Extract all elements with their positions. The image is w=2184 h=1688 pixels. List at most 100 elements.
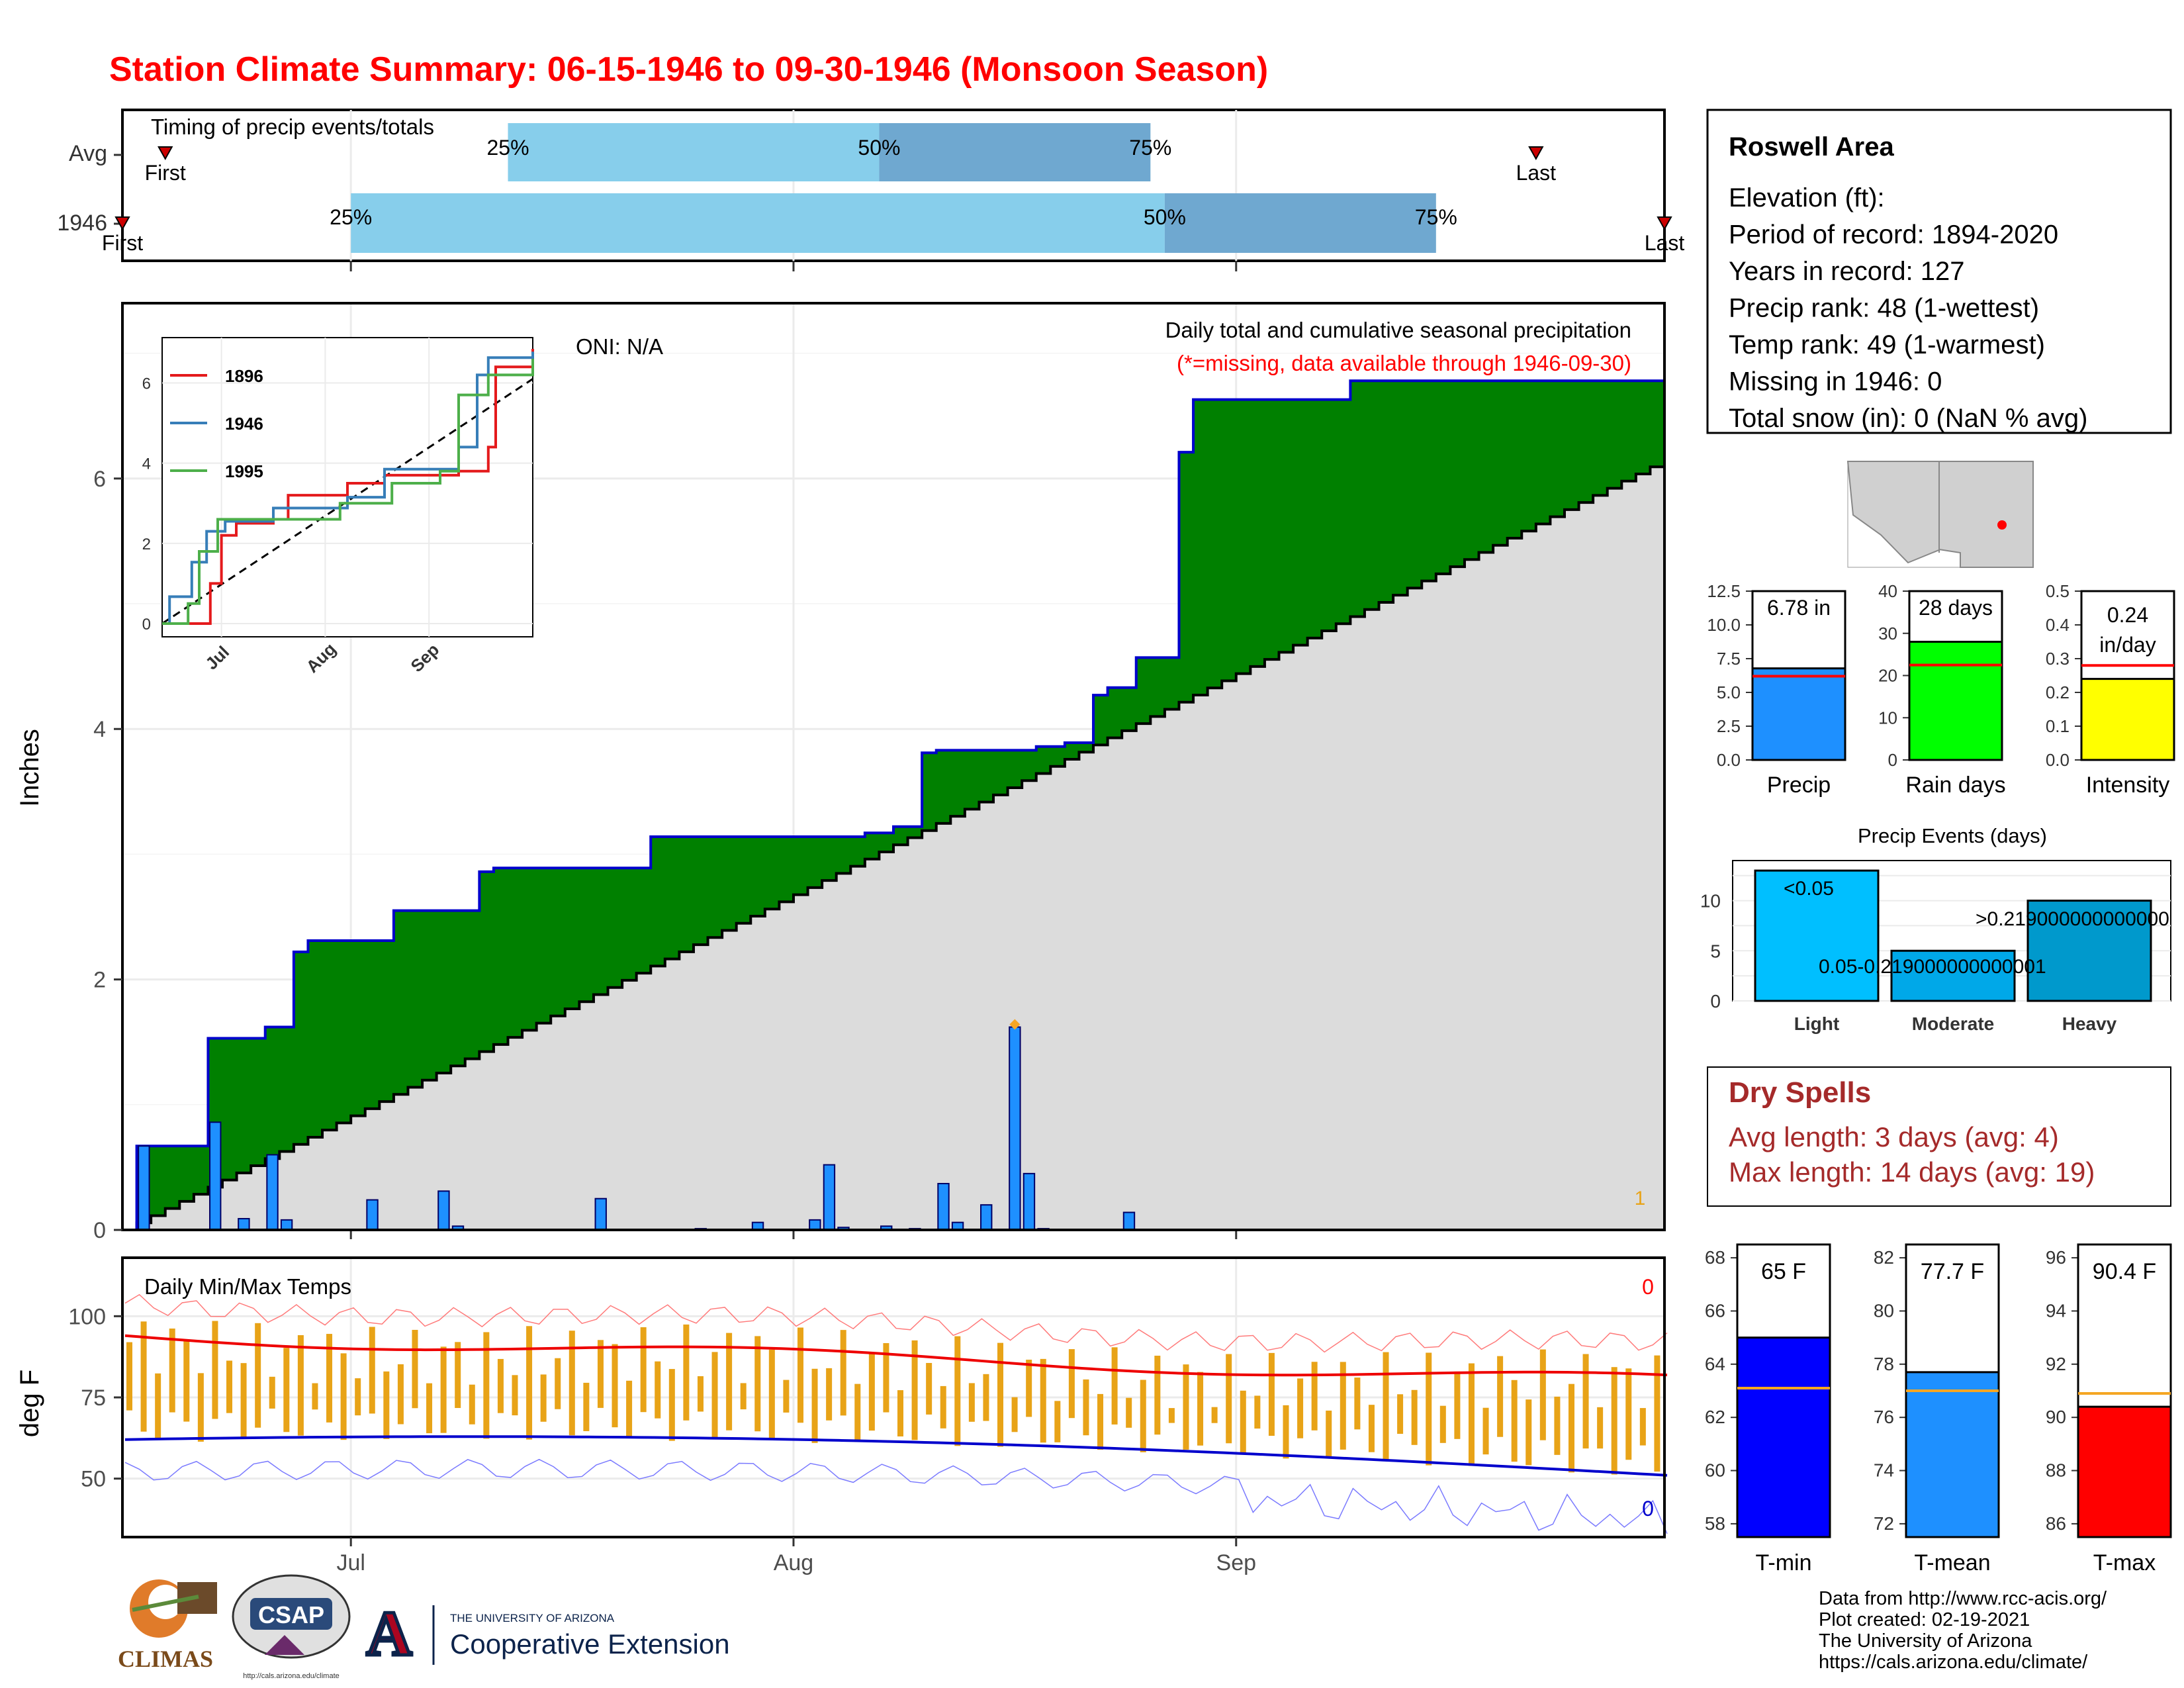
average-cumulative-fill [1279, 652, 1294, 1230]
average-cumulative-fill [151, 1215, 166, 1230]
station-location-dot [1997, 520, 2007, 530]
daily-temp-range-bar [226, 1360, 233, 1413]
average-cumulative-fill [922, 830, 937, 1230]
dry-spells-max-line: Max length: 14 days (avg: 19) [1729, 1156, 2095, 1188]
daily-temp-range-bar [455, 1342, 461, 1409]
daily-temp-range-bar [1254, 1395, 1261, 1429]
events-category-label: Light [1794, 1013, 1839, 1034]
inset-y-tick-label: 2 [142, 536, 151, 553]
above-average-fill [836, 836, 851, 874]
events-y-tick-label: 0 [1710, 991, 1721, 1011]
footer-line: Data from http://www.rcc-acis.org/ [1819, 1588, 2107, 1609]
average-cumulative-line [122, 459, 1666, 1231]
above-average-fill [551, 868, 566, 1016]
average-cumulative-fill [1307, 637, 1322, 1230]
daily-temp-range-bar [1568, 1383, 1574, 1473]
temp-bar-y-tick-label: 64 [1705, 1354, 1725, 1374]
temp-bar-y-tick-label: 78 [1874, 1354, 1894, 1374]
mini-bar-y-tick-label: 0 [1888, 750, 1897, 770]
temp-panel-title: Daily Min/Max Temps [144, 1274, 351, 1299]
station-info-line: Elevation (ft): [1729, 183, 1885, 212]
daily-temp-range-bar [1525, 1399, 1532, 1466]
average-cumulative-fill [593, 994, 609, 1230]
above-average-fill [1207, 399, 1222, 688]
temp-bar-label: T-max [2093, 1550, 2156, 1575]
daily-temp-range-bar [726, 1333, 733, 1430]
average-cumulative-fill [1507, 538, 1522, 1231]
daily-temp-range-bar [1439, 1405, 1446, 1443]
average-cumulative-fill [950, 816, 966, 1230]
events-y-tick-label: 10 [1700, 891, 1721, 912]
timing-q75-label: 75% [1129, 136, 1171, 160]
inset-y-tick-label: 6 [142, 375, 151, 393]
above-average-fill [293, 952, 308, 1145]
daily-temp-range-bar [968, 1383, 975, 1422]
station-info-box: Roswell Area Elevation (ft): Period of re… [1706, 109, 2172, 434]
above-average-fill [850, 836, 866, 867]
daily-temp-range-bar [1411, 1389, 1418, 1445]
temp-bar-y-tick-label: 66 [1705, 1300, 1725, 1321]
above-average-fill [922, 753, 937, 831]
mini-bar-y-tick-label: 30 [1878, 624, 1897, 643]
above-average-fill [1507, 381, 1522, 538]
daily-temp-range-bar [1482, 1407, 1489, 1455]
first-event-marker [158, 146, 173, 161]
above-average-fill [651, 836, 666, 966]
footer-credits: Data from http://www.rcc-acis.org/ Plot … [1819, 1588, 2107, 1673]
mini-bar-y-tick-label: 12.5 [1707, 581, 1741, 601]
temp-bar-y-tick-label: 58 [1705, 1513, 1725, 1534]
above-average-fill [1036, 746, 1051, 774]
daily-precip-bar [980, 1204, 993, 1231]
above-average-fill [736, 836, 751, 923]
daily-precip-bar [594, 1197, 607, 1231]
csap-logo-text: CSAP [258, 1601, 324, 1628]
daily-temp-range-bar [326, 1334, 333, 1423]
daily-temp-range-bar [1311, 1362, 1318, 1430]
daily-temp-range-bar [597, 1340, 604, 1408]
daily-precip-bar [937, 1183, 950, 1231]
above-average-fill [1107, 687, 1122, 738]
average-cumulative-fill [651, 966, 666, 1230]
daily-temp-range-bar [555, 1358, 561, 1409]
average-cumulative-fill [1079, 752, 1094, 1230]
last-event-label: Last [1645, 231, 1685, 255]
timing-bar-q50-q75 [879, 123, 1151, 181]
timing-q50-label: 50% [858, 136, 900, 160]
average-cumulative-fill [1264, 659, 1279, 1230]
temp-bar-label: T-min [1756, 1550, 1812, 1575]
mini-bar-y-tick-label: 0.5 [2046, 581, 2070, 601]
daily-temp-range-bar [1539, 1349, 1546, 1440]
average-cumulative-fill [751, 915, 766, 1230]
average-cumulative-fill [836, 873, 851, 1230]
above-average-fill [1650, 381, 1665, 467]
daily-temp-range-bar [1368, 1405, 1375, 1452]
daily-temp-range-bar [826, 1368, 833, 1421]
above-average-fill [1050, 746, 1066, 767]
daily-precip-bar [238, 1217, 250, 1231]
average-cumulative-fill [807, 887, 823, 1230]
daily-precip-bar [437, 1190, 450, 1231]
average-cumulative-fill [879, 852, 894, 1230]
above-average-fill [336, 940, 351, 1123]
above-average-fill [322, 940, 338, 1131]
above-average-fill [1179, 452, 1194, 702]
temp-bar-y-tick-label: 86 [2046, 1513, 2066, 1534]
above-average-fill [1564, 381, 1580, 510]
average-cumulative-fill [422, 1080, 437, 1230]
daily-precip-bar [1122, 1211, 1136, 1231]
events-bar-label: >0.219000000000000 [1976, 908, 2169, 930]
above-average-fill [1193, 399, 1208, 696]
daily-precip-bar [809, 1219, 821, 1231]
above-average-fill [1479, 381, 1494, 553]
timing-row-label-1946: 1946 [57, 211, 107, 236]
above-average-fill [622, 868, 637, 980]
temp-ylabel: deg F [15, 1370, 44, 1437]
average-cumulative-fill [622, 980, 637, 1230]
daily-temp-range-bar [655, 1361, 661, 1419]
daily-temp-range-bar [1226, 1354, 1232, 1444]
daily-temp-range-bar [1340, 1362, 1346, 1450]
average-cumulative-fill [664, 959, 680, 1230]
above-average-fill [1635, 381, 1651, 475]
